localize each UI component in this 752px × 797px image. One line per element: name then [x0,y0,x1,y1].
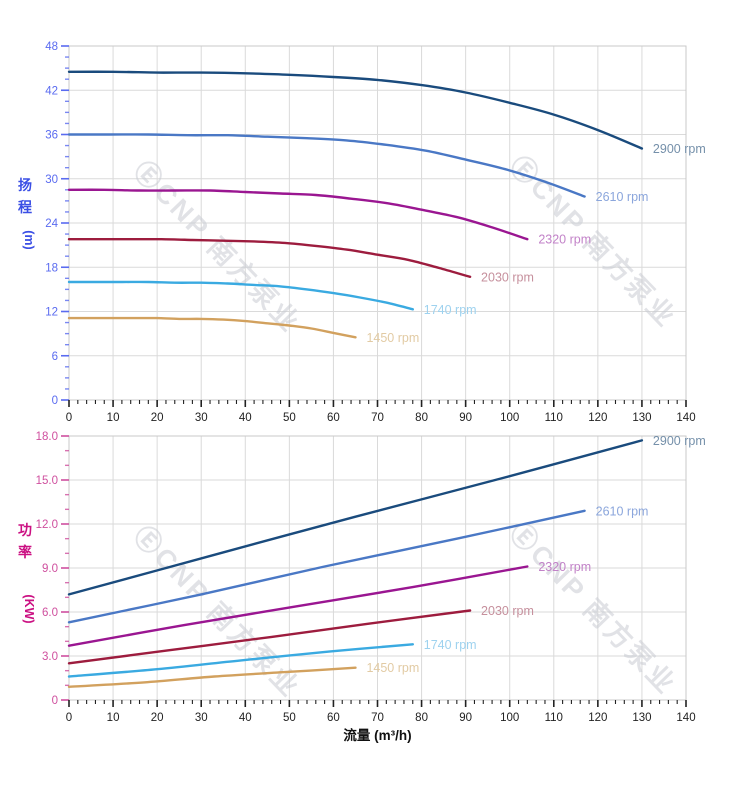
y-axis-title-char: 率 [18,544,32,560]
x-tick-label: 20 [151,712,164,724]
curve-power-2900rpm [67,439,644,596]
y-tick-label: 6.0 [42,607,58,619]
series-label-1740rpm: 1740 rpm [424,638,477,652]
x-tick-label: 100 [500,412,519,424]
series-label-1450rpm: 1450 rpm [366,661,419,675]
x-tick-label: 130 [632,412,651,424]
curve-head-2900rpm [67,70,644,150]
x-tick-label: 30 [195,712,208,724]
x-tick-label: 100 [500,712,519,724]
x-tick-label: 50 [283,712,296,724]
x-tick-label: 60 [327,412,340,424]
series-label-2030rpm: 2030 rpm [481,270,534,284]
curve-power-2030rpm [67,609,472,665]
curve-head-1450rpm [67,316,357,339]
series-label-1450rpm: 1450 rpm [366,331,419,345]
y-tick-label: 12.0 [36,519,58,531]
y-axis-unit: (KW) [22,594,36,623]
x-tick-label: 90 [459,712,472,724]
series-label-1740rpm: 1740 rpm [424,303,477,317]
x-tick-label: 70 [371,412,384,424]
series-label-2320rpm: 2320 rpm [538,233,591,247]
x-tick-label: 40 [239,412,252,424]
x-axis-title: 流量 (m³/h) [343,727,411,743]
x-tick-label: 0 [66,712,72,724]
x-tick-label: 120 [588,712,607,724]
y-tick-label: 15.0 [36,475,58,487]
x-tick-label: 140 [676,412,695,424]
x-tick-label: 60 [327,712,340,724]
curve-power-1740rpm [67,643,414,678]
curve-head-2610rpm [67,133,586,198]
y-tick-label: 6 [52,351,58,363]
series-label-2610rpm: 2610 rpm [596,504,649,518]
y-tick-label: 18.0 [36,431,58,443]
y-axis-unit: (m) [22,230,36,249]
y-tick-label: 3.0 [42,651,58,663]
y-tick-label: 30 [45,174,58,186]
x-tick-label: 110 [545,412,563,424]
x-tick-label: 110 [545,712,563,724]
x-tick-label: 20 [151,412,164,424]
y-axis-title-char: 程 [18,199,32,215]
curve-head-1740rpm [67,280,414,311]
y-tick-label: 24 [45,218,58,230]
x-tick-label: 0 [66,412,72,424]
x-tick-label: 10 [107,712,120,724]
y-tick-label: 0 [52,395,58,407]
series-label-2900rpm: 2900 rpm [653,434,706,448]
y-tick-label: 48 [45,41,58,53]
x-tick-label: 10 [107,412,120,424]
x-tick-label: 80 [415,712,428,724]
x-tick-label: 50 [283,412,296,424]
y-tick-label: 18 [45,262,58,274]
x-tick-label: 140 [676,712,695,724]
curve-head-2030rpm [67,237,472,278]
y-tick-label: 9.0 [42,563,58,575]
x-tick-label: 90 [459,412,472,424]
y-tick-label: 36 [45,130,58,142]
curve-power-2610rpm [67,509,586,624]
y-axis-title-char: 功 [18,522,32,538]
x-tick-label: 40 [239,712,252,724]
y-axis-title-char: 扬 [18,177,32,193]
series-label-2320rpm: 2320 rpm [538,560,591,574]
series-label-2610rpm: 2610 rpm [596,190,649,204]
x-tick-label: 70 [371,712,384,724]
x-tick-label: 80 [415,412,428,424]
x-tick-label: 120 [588,412,607,424]
y-tick-label: 0 [52,695,58,707]
y-tick-label: 42 [45,85,58,97]
x-tick-label: 30 [195,412,208,424]
curve-power-2320rpm [67,565,529,647]
curve-power-1450rpm [67,666,357,688]
series-label-2900rpm: 2900 rpm [653,142,706,156]
curve-head-2320rpm [67,188,529,241]
x-tick-label: 130 [632,712,651,724]
y-tick-label: 12 [45,307,58,319]
series-label-2030rpm: 2030 rpm [481,604,534,618]
